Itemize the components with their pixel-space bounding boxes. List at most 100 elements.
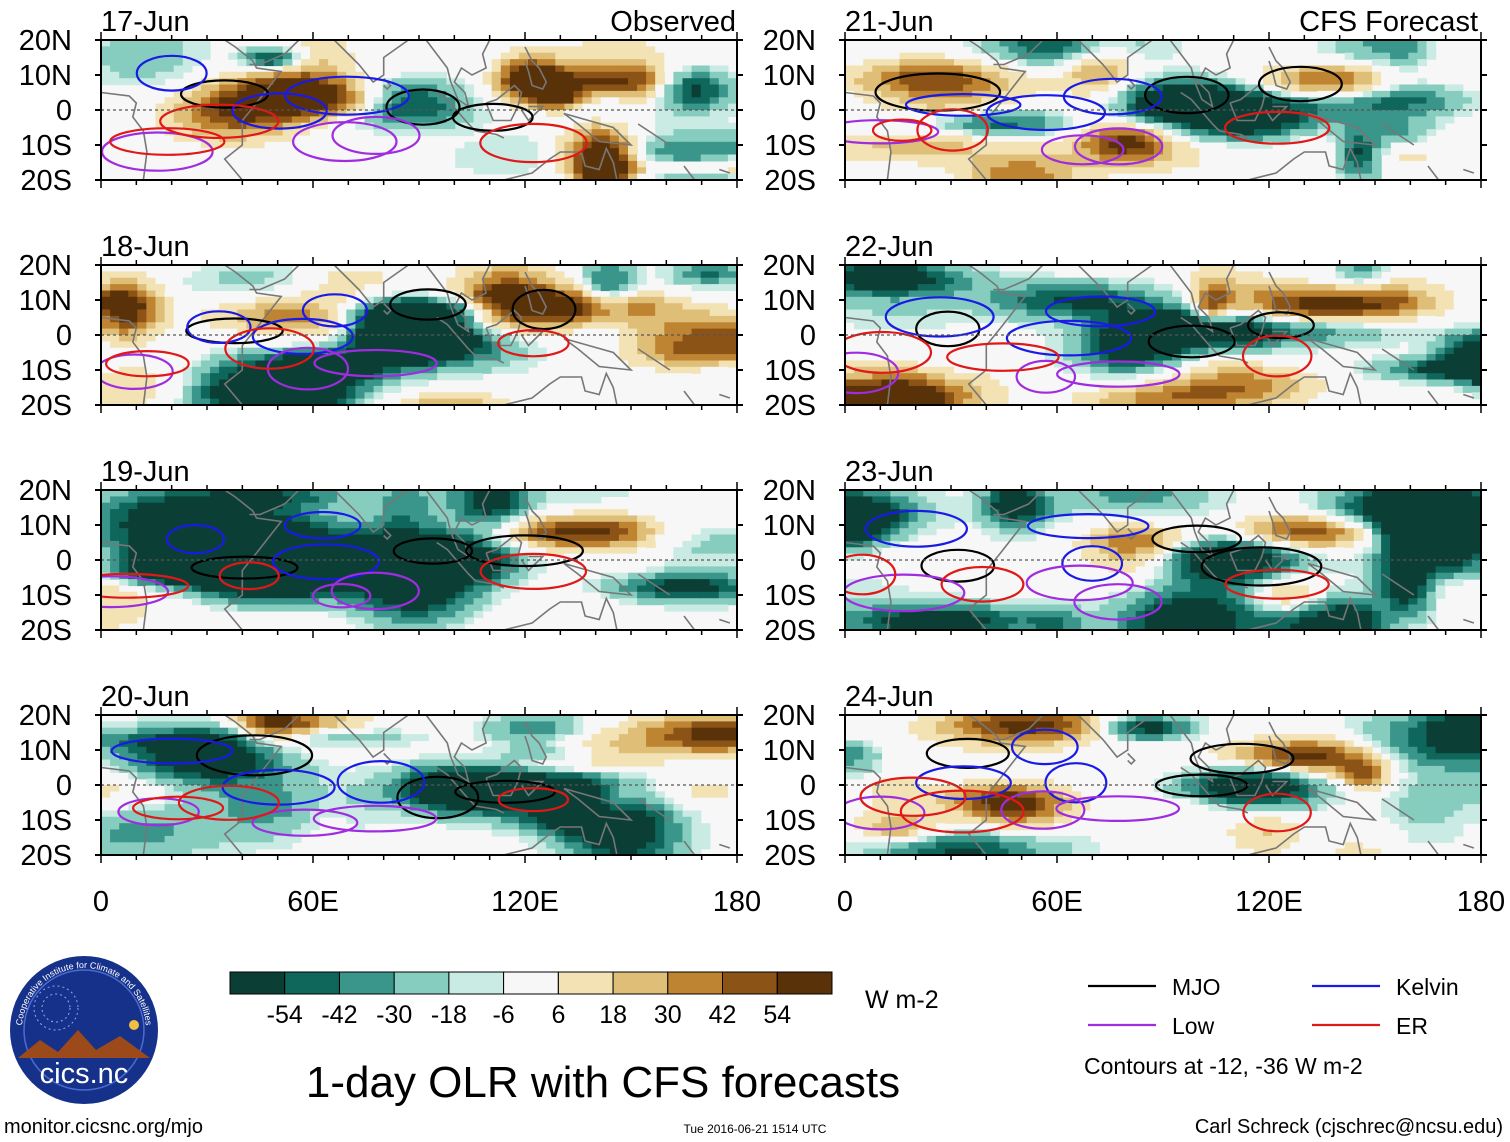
olr-field (845, 40, 1481, 180)
contour (1144, 75, 1230, 115)
contour (920, 548, 996, 583)
wave-contours (101, 510, 588, 611)
x-tick-label: 60E (1031, 886, 1083, 918)
contour (511, 288, 577, 331)
contour (396, 775, 480, 820)
y-tick-label: 20S (764, 165, 816, 197)
contour (224, 327, 316, 370)
y-tick-label: 20N (763, 700, 816, 732)
website-url: monitor.cicsnc.org/mjo (4, 1116, 203, 1138)
contour (330, 571, 420, 611)
contour (313, 348, 438, 378)
column-header-observed: Observed (610, 6, 736, 38)
y-tick-label: 0 (800, 545, 816, 577)
contour (1015, 359, 1077, 394)
legend: MJO Kelvin Low ER (1088, 974, 1459, 1039)
contour (135, 54, 208, 92)
contour (925, 737, 1010, 770)
contour (1005, 319, 1133, 357)
contour (159, 103, 280, 140)
legend-label-low: Low (1172, 1013, 1215, 1039)
y-tick-label: 10N (763, 510, 816, 542)
y-tick-label: 10N (19, 735, 72, 767)
contour (871, 118, 933, 142)
colorbar-tick-label: -18 (431, 1001, 467, 1029)
y-tick-label: 10N (19, 60, 72, 92)
wave-contours (845, 509, 1330, 621)
contour (101, 353, 174, 390)
contour (1000, 790, 1086, 830)
contour (845, 573, 966, 613)
contour (1151, 524, 1243, 554)
contour (1025, 564, 1134, 602)
x-tick-label: 120E (491, 886, 559, 918)
logo-disc (10, 956, 158, 1104)
colorbar: -54 -42 -30 -18 -6 6 18 30 42 54 (229, 971, 833, 1029)
colorbar-tick-label: 6 (551, 1001, 565, 1029)
y-tick-label: 20N (19, 25, 72, 57)
contour (231, 92, 328, 130)
colorbar-tick-label: 30 (654, 1001, 682, 1029)
y-tick-label: 20N (19, 475, 72, 507)
y-tick-label: 10S (764, 805, 816, 837)
logo-inner-ring (23, 969, 145, 1091)
coastlines (845, 265, 1475, 405)
panel-date-label: 17-Jun (101, 6, 190, 38)
contour (465, 534, 584, 568)
contour (1055, 795, 1181, 822)
colorbar-swatch (503, 971, 559, 995)
wave-contours (845, 65, 1343, 166)
y-tick-label: 10S (764, 355, 816, 387)
y-tick-label: 0 (56, 770, 72, 802)
y-tick-label: 20S (764, 615, 816, 647)
contour (110, 737, 234, 765)
olr-field (101, 40, 737, 180)
contour (1242, 792, 1312, 833)
y-tick-label: 20N (763, 250, 816, 282)
colorbar-swatch (339, 971, 395, 995)
contour (284, 75, 411, 116)
colorbar-swatch (667, 971, 723, 995)
y-tick-label: 20S (764, 840, 816, 872)
contour (291, 121, 398, 163)
olr-field (101, 715, 737, 855)
author-credit: Carl Schreck (cjschrec@ncsu.edu) (1195, 1116, 1503, 1138)
coastlines (101, 265, 731, 405)
panel-date-label: 19-Jun (101, 456, 190, 488)
y-tick-label: 10N (763, 285, 816, 317)
coastlines (845, 40, 1475, 180)
y-tick-label: 10S (20, 580, 72, 612)
colorbar-tick-label: -54 (267, 1001, 303, 1029)
y-tick-label: 0 (800, 770, 816, 802)
figure-title: 1-day OLR with CFS forecasts (306, 1058, 900, 1107)
colorbar-swatch (722, 971, 778, 995)
contour (251, 317, 354, 355)
contour (186, 310, 252, 345)
x-tick-label: 0 (837, 886, 853, 918)
colorbar-tick-label: -42 (321, 1001, 357, 1029)
contour (985, 94, 1107, 132)
colorbar-tick-label: 18 (599, 1001, 627, 1029)
panel-date-label: 20-Jun (101, 681, 190, 713)
y-tick-label: 10N (19, 510, 72, 542)
contour (1056, 360, 1181, 388)
x-axis-labels: 0 60E 120E 180 0 60E 120E 180 (93, 886, 1505, 918)
colorbar-tick-label: -6 (492, 1001, 514, 1029)
contour (845, 351, 900, 395)
y-tick-label: 20N (763, 25, 816, 57)
contour (312, 804, 438, 833)
y-tick-label: 20S (764, 390, 816, 422)
contour (497, 329, 570, 358)
olr-field (845, 265, 1481, 405)
panel-date-label: 22-Jun (845, 231, 934, 263)
contour (915, 765, 1012, 801)
contour (1200, 546, 1323, 587)
logo-sun-icon (129, 1020, 139, 1030)
contour (940, 565, 1025, 603)
y-tick-label: 20S (20, 390, 72, 422)
